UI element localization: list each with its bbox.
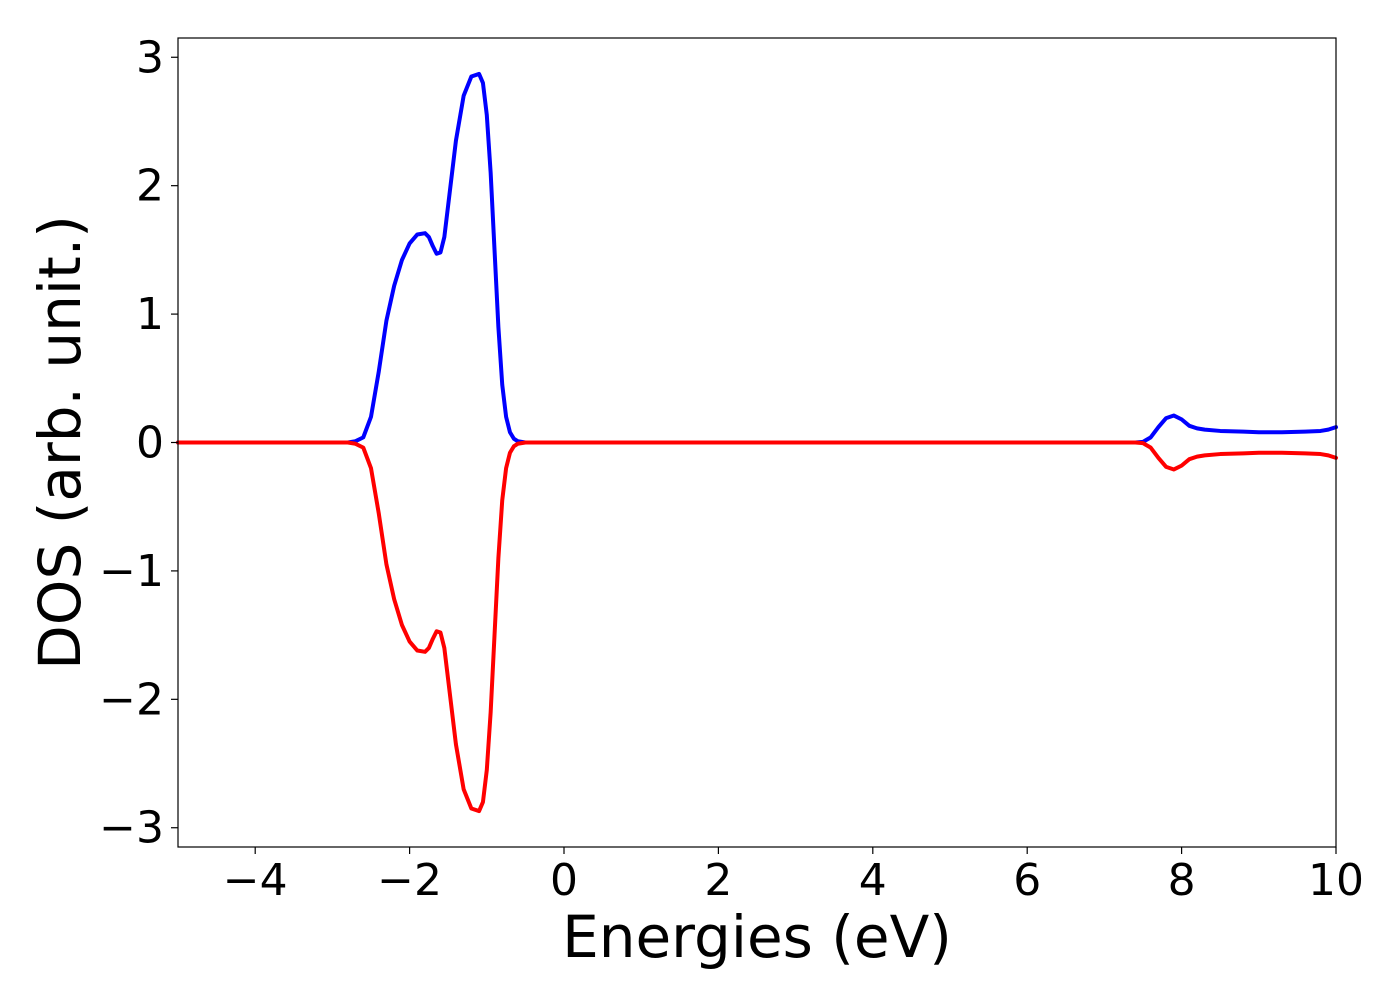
- x-tick-label: 10: [1308, 855, 1364, 906]
- y-tick-label: −1: [99, 546, 164, 597]
- x-tick-label: 2: [704, 855, 732, 906]
- y-tick-label: 0: [136, 418, 164, 469]
- y-axis-title: DOS (arb. unit.): [26, 215, 94, 670]
- series-layer: [176, 71, 1338, 814]
- x-axis-ticks: −4 −2 0 2 4 6 8 10: [223, 847, 1364, 906]
- y-tick-label: 1: [136, 289, 164, 340]
- x-tick-label: 8: [1168, 855, 1196, 906]
- y-tick-label: 2: [136, 161, 164, 212]
- x-tick-label: 6: [1013, 855, 1041, 906]
- x-tick-label: −2: [377, 855, 442, 906]
- y-tick-label: −3: [99, 803, 164, 854]
- x-tick-label: 4: [859, 855, 887, 906]
- x-tick-label: 0: [550, 855, 578, 906]
- y-axis-ticks: −3 −2 −1 0 1 2 3: [99, 32, 178, 854]
- y-tick-label: 3: [136, 32, 164, 83]
- series-line-0: [176, 71, 1338, 445]
- x-axis-title: Energies (eV): [562, 903, 952, 971]
- x-tick-label: −4: [223, 855, 288, 906]
- series-line-1: [176, 440, 1338, 814]
- y-tick-label: −2: [99, 674, 164, 725]
